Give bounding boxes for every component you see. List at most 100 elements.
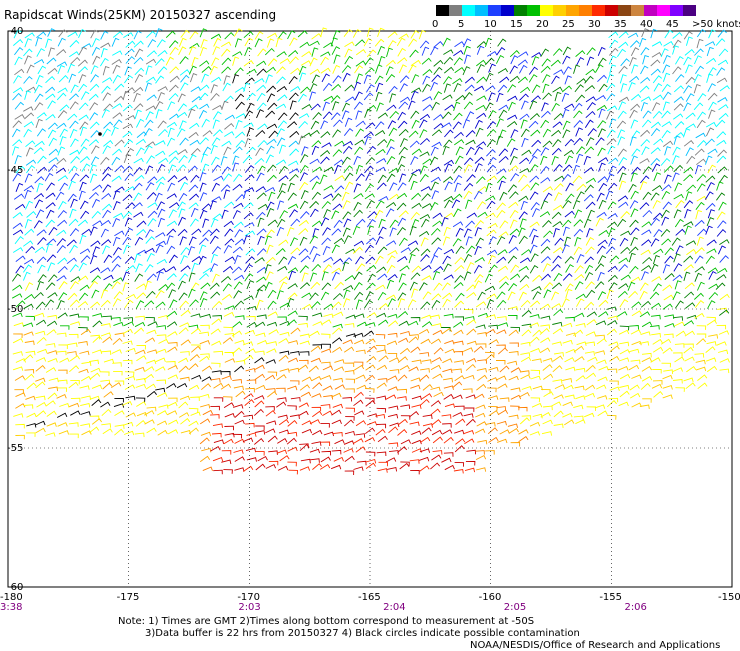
wind-barb	[145, 105, 156, 111]
wind-barb	[234, 300, 245, 308]
wind-barb	[169, 299, 178, 309]
wind-barb	[661, 238, 672, 246]
wind-barb	[55, 191, 65, 201]
wind-barb	[90, 74, 99, 83]
wind-barb	[331, 392, 342, 398]
wind-barb	[244, 174, 255, 182]
wind-barb	[25, 350, 36, 356]
wind-barb	[69, 120, 79, 129]
wind-barb	[45, 219, 56, 228]
wind-barb	[442, 37, 451, 47]
wind-barb	[201, 73, 209, 83]
wind-barb	[385, 457, 397, 463]
wind-barb	[222, 283, 232, 292]
wind-barb	[519, 283, 530, 291]
wind-barb	[37, 348, 48, 354]
wind-barb	[221, 450, 232, 455]
wind-barb	[540, 147, 550, 156]
wind-barb	[431, 237, 442, 245]
wind-barb	[476, 421, 487, 427]
wind-barb	[662, 140, 674, 147]
wind-barb	[366, 282, 376, 291]
wind-barb	[180, 309, 191, 317]
wind-barb	[264, 47, 275, 56]
wind-barb	[343, 448, 354, 453]
wind-barb	[509, 209, 519, 219]
wind-barb	[463, 413, 474, 418]
wind-barb	[476, 201, 486, 210]
wind-barb	[69, 208, 77, 218]
wind-barb	[254, 77, 265, 84]
wind-barb	[672, 31, 683, 39]
wind-barb	[177, 103, 187, 112]
wind-barb	[57, 110, 68, 119]
wind-barb	[331, 210, 340, 220]
wind-barb	[57, 146, 66, 156]
wind-barb	[672, 66, 682, 75]
wind-barb	[630, 359, 641, 365]
wind-barb	[366, 312, 377, 319]
wind-barb	[649, 324, 660, 330]
wind-barb	[147, 202, 158, 208]
wind-barb	[58, 369, 68, 375]
wind-barb	[13, 413, 24, 418]
wind-barb	[112, 201, 121, 211]
wind-barb	[411, 192, 422, 200]
wind-barb	[618, 101, 626, 111]
wind-barb	[550, 59, 561, 67]
wind-barb	[365, 172, 374, 181]
wind-barb	[222, 396, 233, 402]
wind-barb	[486, 299, 495, 309]
wind-barb	[301, 103, 312, 110]
wind-barb	[620, 83, 628, 93]
wind-barb	[92, 335, 103, 343]
wind-barb	[231, 266, 242, 274]
wind-barb	[409, 226, 417, 236]
wind-barb	[134, 327, 145, 335]
wind-barb	[223, 244, 233, 254]
wind-barb	[430, 181, 439, 191]
wind-barb	[364, 165, 374, 174]
wind-barb	[476, 301, 487, 308]
wind-barb	[234, 255, 242, 265]
wind-barb	[156, 258, 167, 265]
wind-barb	[254, 157, 265, 165]
wind-barb	[598, 83, 608, 92]
wind-barb	[715, 38, 726, 46]
wind-barb	[697, 140, 707, 148]
wind-barb	[585, 246, 595, 255]
wind-barb	[629, 348, 640, 354]
wind-barb	[685, 36, 693, 46]
wind-barb	[156, 334, 167, 339]
wind-barb	[167, 342, 178, 347]
wind-barb	[650, 357, 661, 363]
wind-barb	[223, 220, 234, 228]
wind-barb	[146, 349, 158, 354]
wind-barb	[641, 239, 652, 246]
wind-barb	[465, 130, 476, 138]
wind-barb	[47, 392, 58, 400]
wind-barb	[35, 427, 46, 434]
wind-barb	[311, 441, 322, 446]
wind-barb	[255, 332, 266, 338]
wind-barb	[124, 172, 134, 181]
wind-barb	[519, 157, 530, 165]
wind-barb	[332, 327, 342, 335]
wind-barb	[79, 174, 90, 182]
wind-barb	[68, 422, 79, 427]
lon-label: -170	[237, 592, 260, 603]
wind-barb	[485, 422, 496, 427]
wind-barb	[486, 249, 498, 256]
wind-barb	[311, 181, 321, 190]
wind-barb	[707, 164, 716, 174]
wind-barb	[462, 38, 472, 48]
wind-barb	[497, 265, 509, 272]
wind-barb	[134, 67, 145, 76]
wind-barb	[607, 265, 618, 273]
wind-barb	[652, 346, 664, 353]
wind-barb	[521, 137, 529, 148]
wind-barb	[155, 301, 166, 309]
wind-barb	[488, 92, 496, 102]
wind-barb	[497, 249, 508, 256]
wind-barb	[279, 281, 288, 291]
